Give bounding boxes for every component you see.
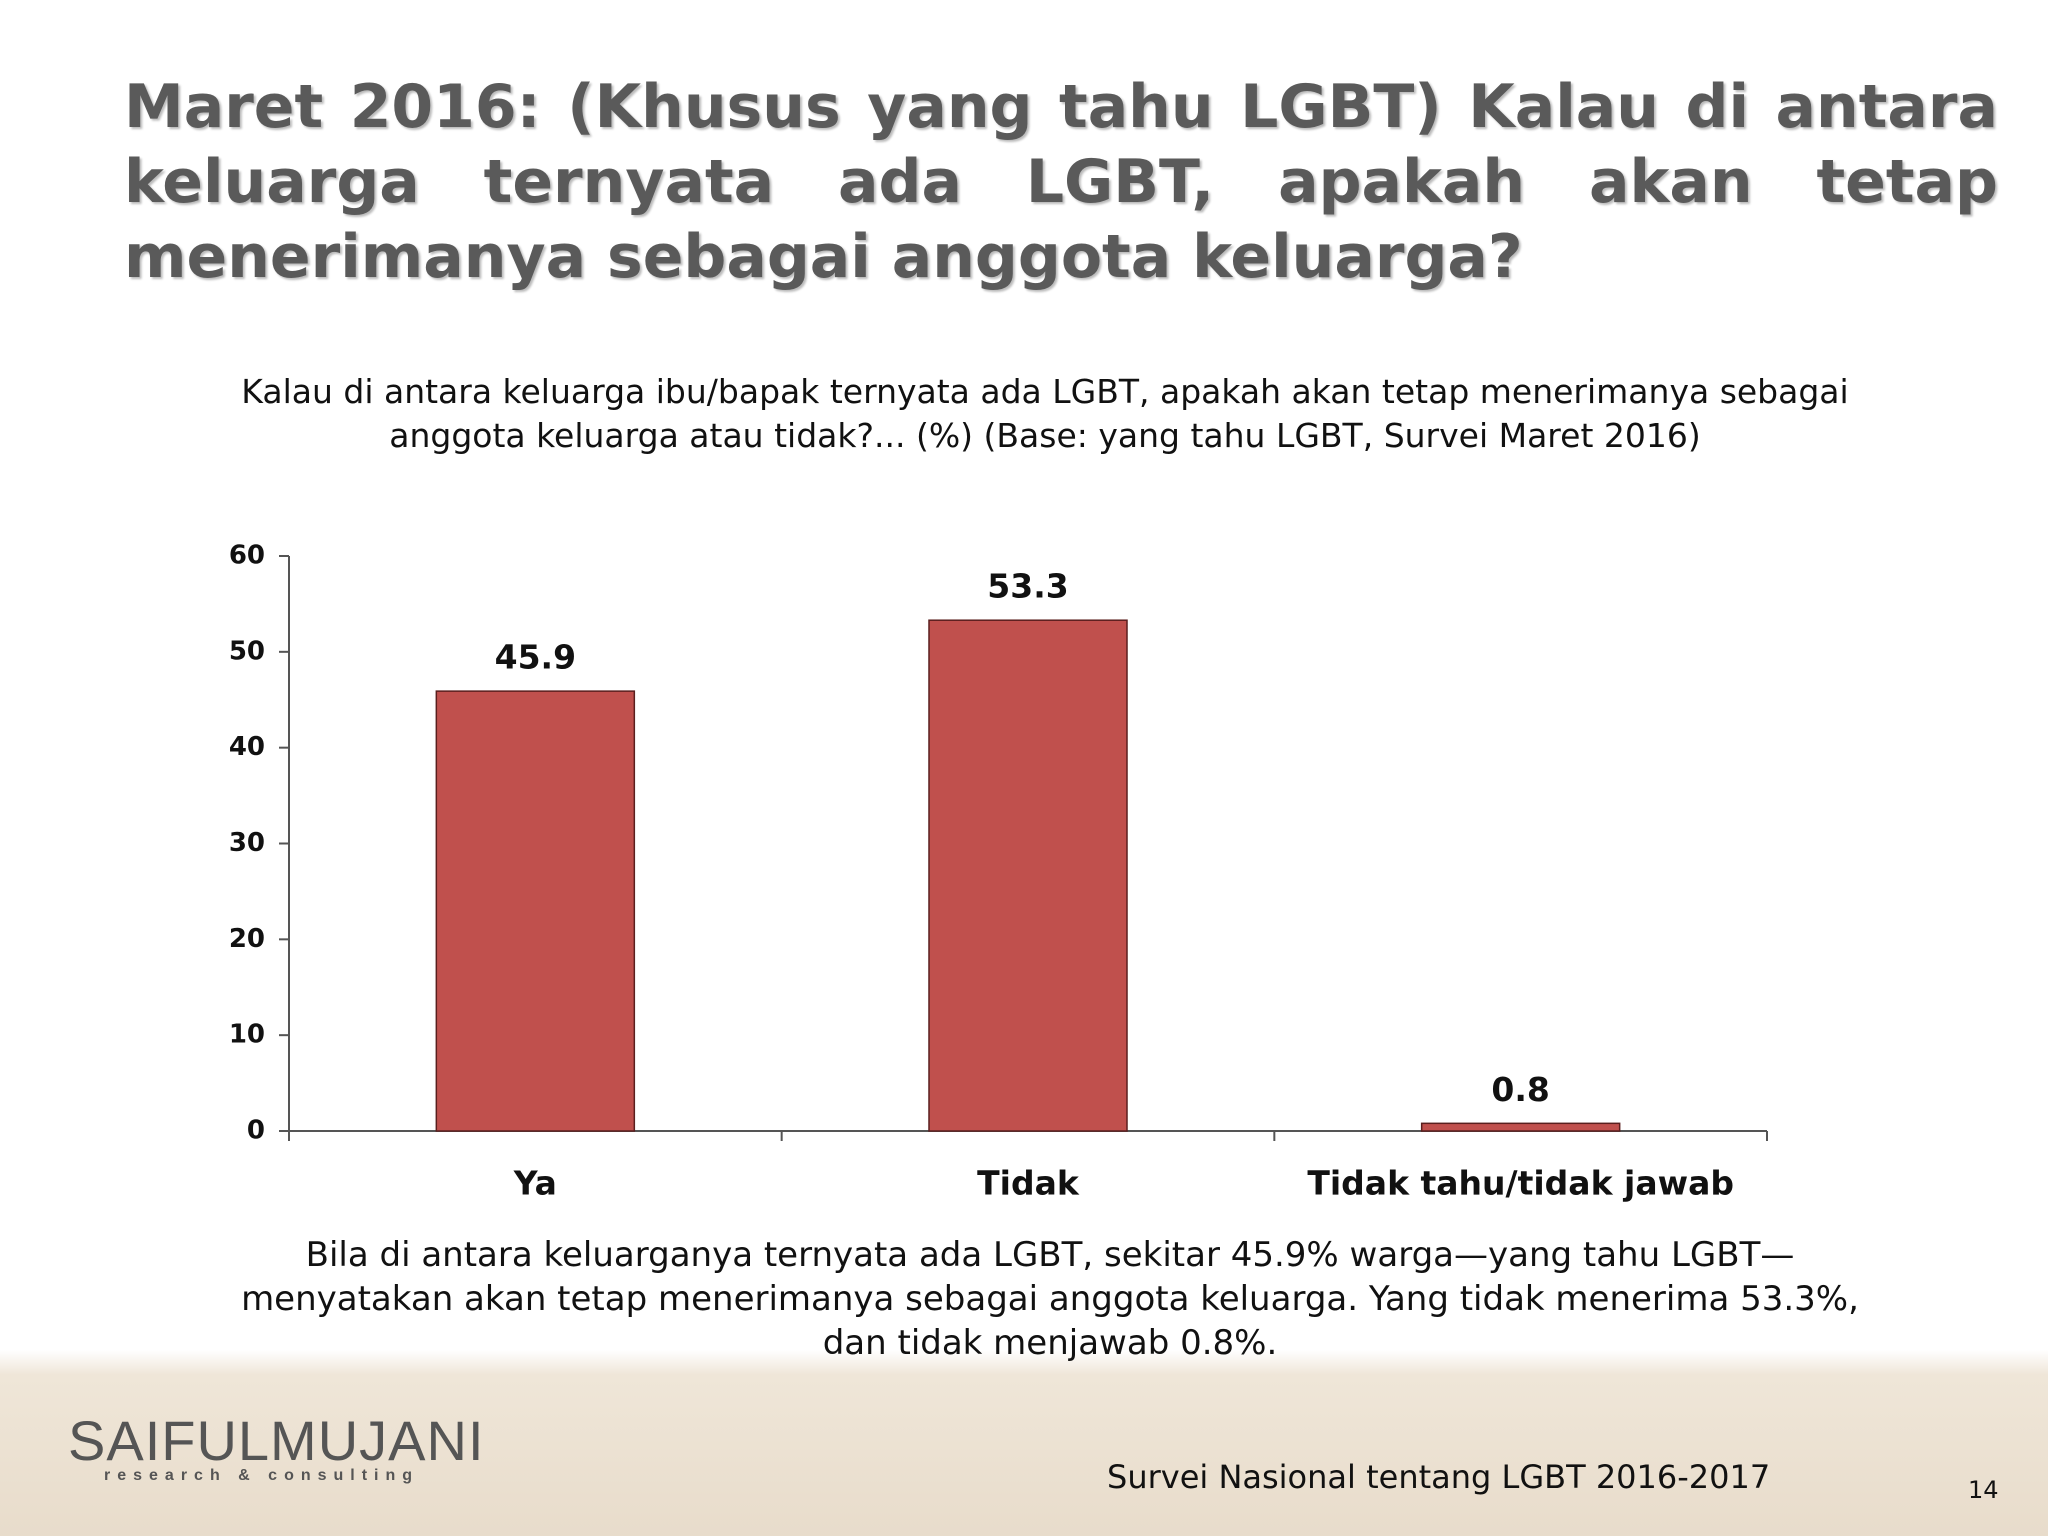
value-label: 0.8	[1491, 1070, 1549, 1109]
y-tick-label: 30	[229, 828, 265, 858]
y-tick-label: 60	[229, 541, 265, 571]
slide-title: Maret 2016: (Khusus yang tahu LGBT) Kala…	[124, 72, 1998, 292]
value-label: 45.9	[495, 638, 576, 677]
bar	[928, 619, 1128, 1132]
bar	[435, 690, 636, 1132]
bar	[1420, 1122, 1621, 1132]
x-tick-label: Tidak tahu/tidak jawab	[1307, 1164, 1734, 1203]
y-tick-label: 40	[229, 732, 265, 762]
page-number: 14	[1968, 1476, 1999, 1504]
footer: Survei Nasional tentang LGBT 2016-2017	[1107, 1458, 1771, 1496]
caption: Bila di antara keluarganya ternyata ada …	[241, 1235, 1859, 1363]
x-tick-label: Tidak	[977, 1164, 1080, 1203]
y-tick-label: 20	[229, 924, 265, 954]
y-tick-label: 10	[229, 1020, 265, 1050]
value-label: 53.3	[987, 567, 1068, 606]
y-tick-label: 0	[247, 1116, 265, 1146]
logo-tagline: research & consulting	[104, 1467, 420, 1484]
y-tick-label: 50	[229, 636, 265, 666]
logo-name: SAIFULMUJANI	[68, 1409, 485, 1472]
chart-title: Kalau di antara keluarga ibu/bapak terny…	[241, 372, 1849, 455]
x-tick-label: Ya	[513, 1164, 557, 1203]
